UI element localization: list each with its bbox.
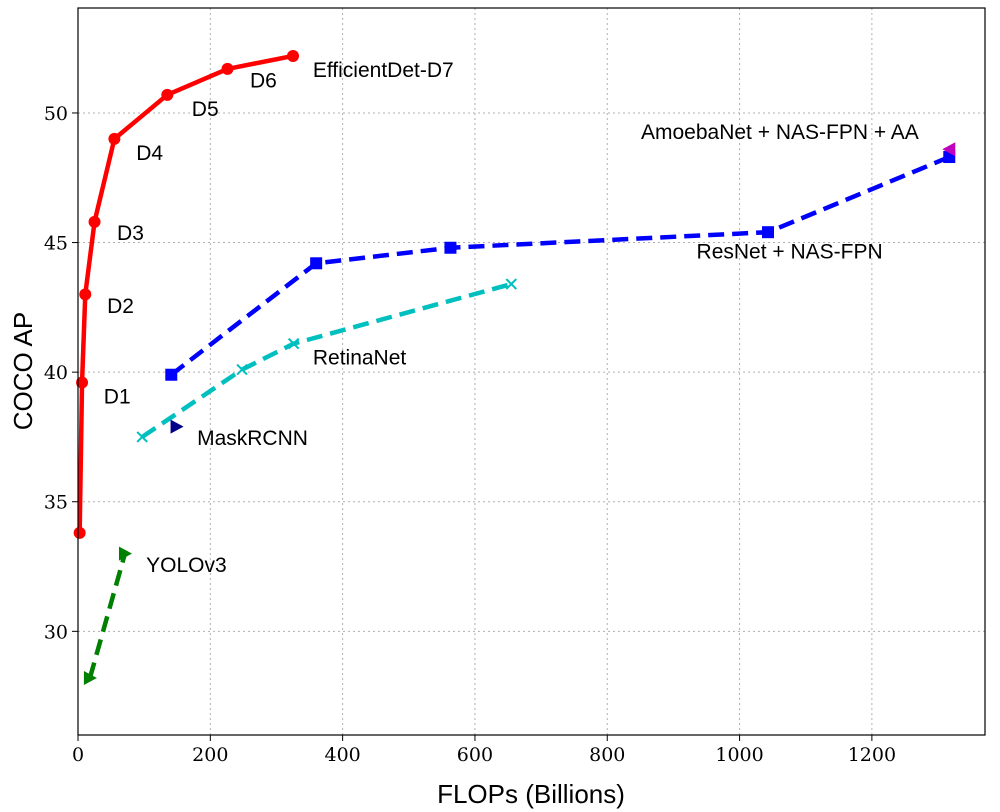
- x-tick-label: 600: [457, 744, 493, 766]
- retinanet-point: [505, 278, 518, 290]
- annotation-label: ResNet + NAS-FPN: [697, 240, 883, 263]
- yolov3-line: [87, 552, 128, 679]
- annotation-label: D4: [136, 142, 163, 165]
- efficientdet-point: [161, 88, 174, 101]
- series-layer: [73, 49, 956, 685]
- y-tick-label: 40: [44, 362, 68, 384]
- annotation-label: AmoebaNet + NAS-FPN + AA: [641, 121, 919, 144]
- efficientdet-line: [77, 53, 294, 533]
- annotation-label: D3: [117, 222, 144, 245]
- resnet-nas-fpn-point: [444, 241, 457, 254]
- resnet-nas-fpn-point: [762, 226, 775, 239]
- ticks: 0 200 400 600 800 1000 1200 30 35 40 45 50: [44, 103, 896, 766]
- series-yolov3: [83, 546, 132, 685]
- annotation-label: YOLOv3: [146, 554, 227, 577]
- annotation-label: D5: [192, 98, 219, 121]
- series-retinanet: [136, 278, 518, 443]
- x-axis-label: FLOPs (Billions): [437, 779, 625, 809]
- amoebanet-nas-fpn-aa-point: [942, 142, 956, 157]
- annotation-label: D6: [250, 69, 277, 92]
- annotations: D1 D2 D3 D4 D5 D6 EfficientDet-D7 AmoebaNet + N…: [104, 59, 919, 577]
- x-tick-label: 1000: [715, 744, 763, 766]
- efficientdet-point: [88, 215, 101, 228]
- resnet-nas-fpn-line: [169, 154, 951, 377]
- annotation-label: MaskRCNN: [197, 427, 308, 450]
- efficientdet-point: [287, 49, 300, 62]
- efficientdet-point: [221, 62, 234, 75]
- retinanet-point: [236, 363, 248, 376]
- resnet-nas-fpn-point: [165, 368, 178, 381]
- series-resnet-nas-fpn: [165, 151, 956, 381]
- efficientdet-point: [79, 288, 92, 301]
- y-tick-label: 45: [44, 233, 68, 255]
- retinanet-point: [287, 337, 300, 350]
- x-tick-label: 1200: [848, 744, 896, 766]
- annotation-label: D2: [107, 295, 134, 318]
- x-tick-label: 200: [192, 744, 228, 766]
- y-tick-label: 35: [44, 492, 68, 514]
- retinanet-point: [136, 431, 148, 443]
- maskrcnn-point: [170, 419, 184, 434]
- annotation-label: EfficientDet-D7: [313, 59, 454, 82]
- efficientdet-point: [73, 526, 86, 539]
- x-tick-label: 400: [324, 744, 360, 766]
- efficientdet-point: [108, 132, 121, 145]
- annotation-label: D1: [104, 385, 131, 408]
- efficientdet-point: [76, 376, 89, 389]
- x-tick-label: 0: [72, 744, 84, 766]
- x-tick-label: 800: [589, 744, 625, 766]
- yolov3-point: [83, 670, 97, 685]
- annotation-label: RetinaNet: [313, 347, 407, 370]
- grid: [77, 8, 985, 735]
- y-tick-label: 50: [44, 103, 68, 125]
- series-maskrcnn: [170, 419, 184, 434]
- yolov3-point: [118, 546, 132, 561]
- series-amoebanet-nas-fpn-aa: [942, 142, 956, 157]
- retinanet-line: [140, 281, 512, 439]
- y-tick-label: 30: [44, 621, 68, 643]
- plot-frame: [77, 7, 986, 736]
- resnet-nas-fpn-point: [310, 257, 323, 270]
- series-efficientdet: [73, 49, 300, 539]
- y-axis-label: COCO AP: [8, 312, 38, 430]
